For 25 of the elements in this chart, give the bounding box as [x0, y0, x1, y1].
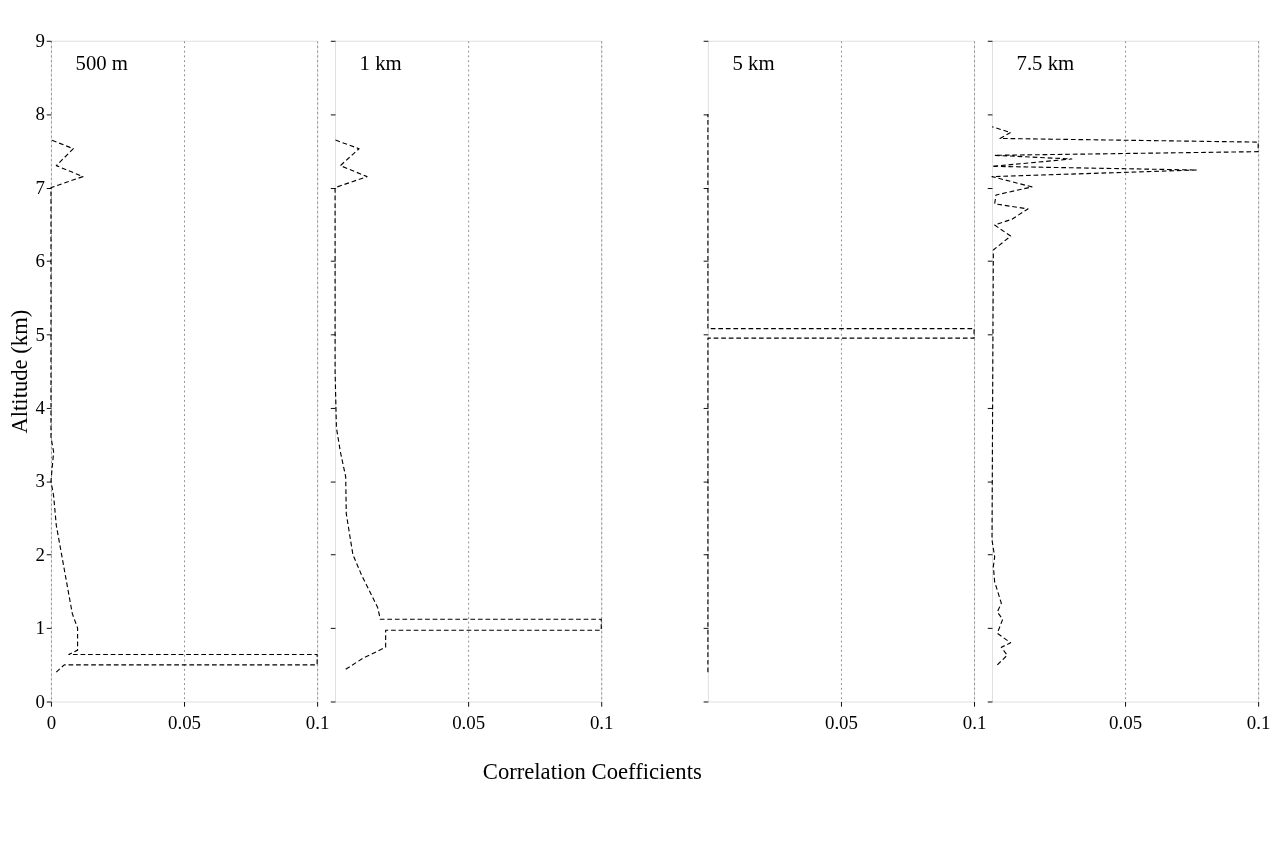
- y-axis-title: Altitude (km): [6, 309, 32, 434]
- y-tick-label: 8: [35, 103, 45, 125]
- x-tick-label: 0.05: [452, 712, 486, 734]
- y-tick-label: 3: [35, 470, 45, 492]
- y-tick-label: 6: [35, 250, 45, 272]
- text: 7.5 km: [1016, 52, 1075, 75]
- text: 500 m: [75, 52, 128, 75]
- x-axis-title: Correlation Coefficients: [482, 759, 702, 785]
- text: 5 km: [732, 52, 775, 75]
- x-tick-label: 0.1: [589, 712, 614, 734]
- text: 1 km: [359, 52, 402, 75]
- y-tick-label: 0: [35, 690, 45, 712]
- x-tick-label: 0.05: [1109, 712, 1143, 734]
- y-tick-label: 5: [35, 323, 45, 345]
- x-tick-label: 0.05: [168, 712, 202, 734]
- x-tick-label: 0.05: [824, 712, 858, 734]
- x-tick-label: 0.1: [1246, 712, 1271, 734]
- y-tick-label: 1: [35, 617, 45, 639]
- y-tick-label: 4: [35, 397, 46, 418]
- y-tick-label: 9: [35, 29, 45, 51]
- x-tick-label: 0.1: [305, 712, 330, 734]
- line-series: [50, 139, 318, 673]
- x-tick-label: 0.1: [962, 712, 987, 734]
- y-tick-label: 2: [35, 543, 45, 565]
- y-tick-label: 7: [35, 176, 45, 198]
